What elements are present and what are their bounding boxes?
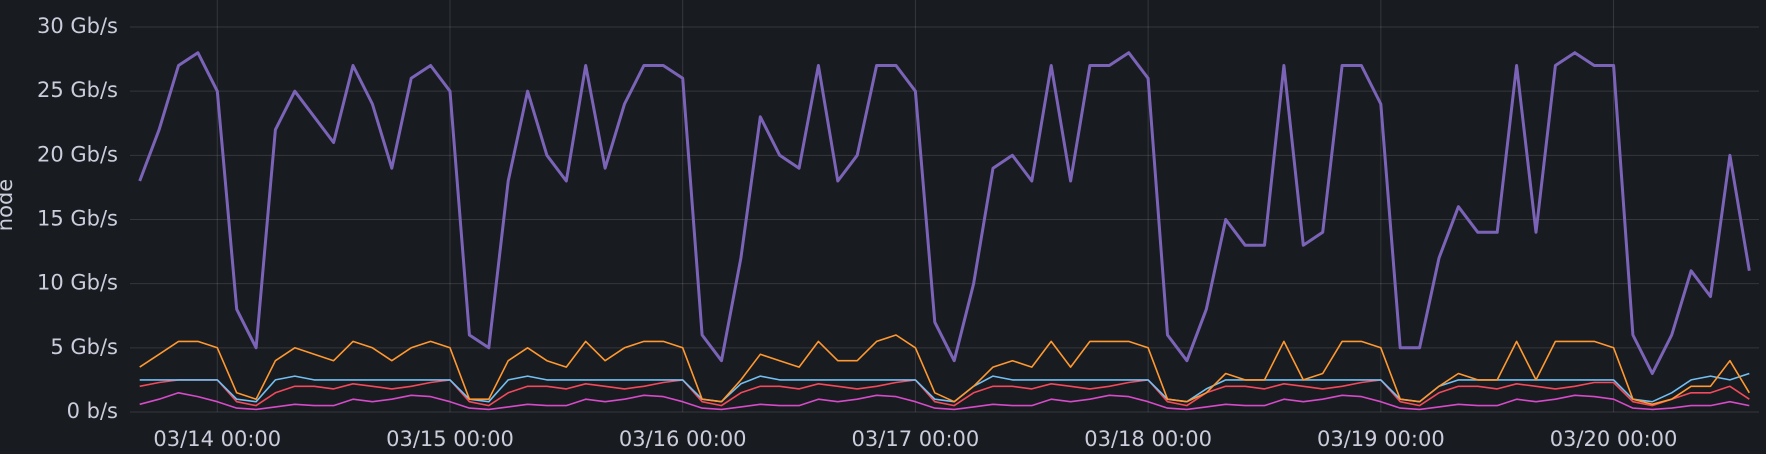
y-tick-label: 10 Gb/s: [37, 271, 118, 295]
x-tick-label: 03/16 00:00: [619, 427, 747, 451]
y-tick-label: 20 Gb/s: [37, 142, 118, 166]
x-tick-label: 03/17 00:00: [852, 427, 980, 451]
x-tick-label: 03/20 00:00: [1550, 427, 1678, 451]
series-line: [138, 51, 1751, 375]
y-tick-label: 0 b/s: [67, 399, 118, 423]
y-tick-label: 30 Gb/s: [37, 14, 118, 38]
series-line: [139, 379, 1750, 407]
y-tick-label: 15 Gb/s: [37, 207, 118, 231]
x-tick-label: 03/15 00:00: [386, 427, 514, 451]
x-tick-label: 03/19 00:00: [1317, 427, 1445, 451]
series-line: [139, 334, 1750, 406]
x-tick-label: 03/18 00:00: [1084, 427, 1212, 451]
series-line: [139, 392, 1750, 411]
y-tick-label: 25 Gb/s: [37, 78, 118, 102]
x-tick-label: 03/14 00:00: [153, 427, 281, 451]
y-axis-label: node: [0, 179, 17, 231]
y-tick-label: 5 Gb/s: [50, 335, 118, 359]
